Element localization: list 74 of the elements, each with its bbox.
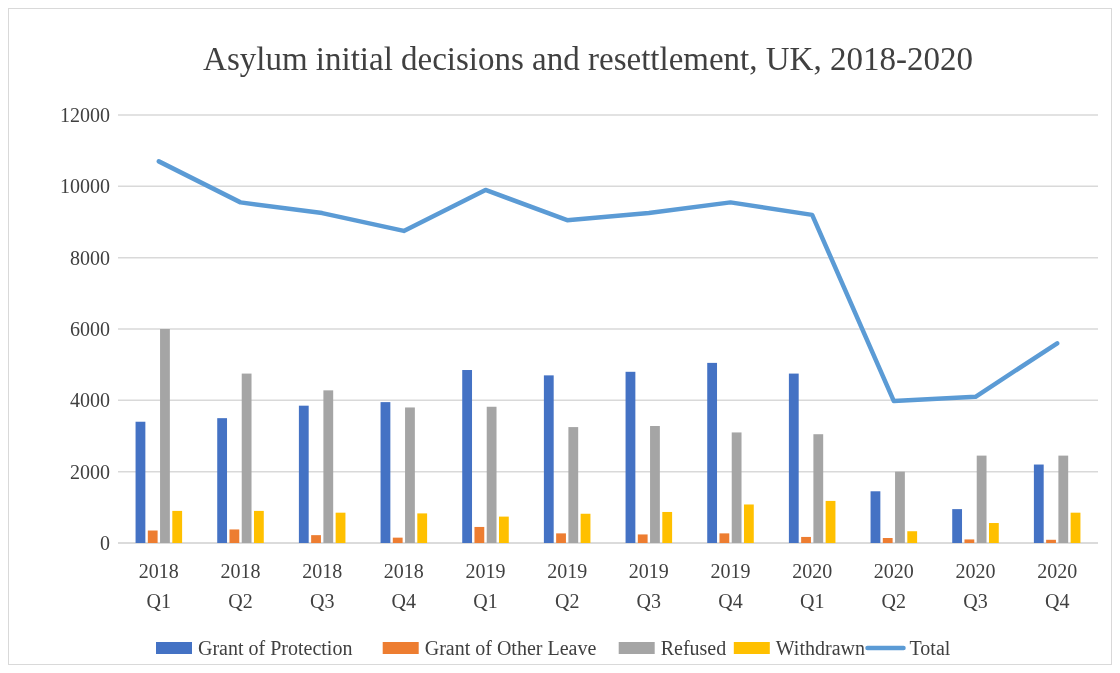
bar: [895, 471, 905, 543]
legend-label: Grant of Protection: [198, 637, 353, 659]
bar: [1046, 539, 1056, 543]
bar: [568, 427, 579, 543]
y-tick-label: 10000: [60, 175, 110, 198]
bar: [952, 509, 963, 543]
bar: [253, 510, 264, 543]
bar: [172, 510, 183, 543]
bar: [988, 523, 999, 543]
y-tick-label: 4000: [70, 389, 110, 412]
y-tick-label: 6000: [70, 318, 110, 340]
bar: [637, 534, 648, 543]
bar: [580, 513, 591, 543]
x-tick-label: 2018 Q2: [220, 560, 261, 612]
x-tick-label: 2018 Q3: [302, 560, 343, 612]
x-tick-label: 2019 Q3: [628, 560, 669, 612]
bar: [217, 418, 228, 543]
bar: [731, 432, 742, 543]
bar: [825, 500, 836, 543]
x-tick-label: 2019 Q4: [710, 560, 751, 612]
bar: [498, 516, 509, 543]
bar: [462, 370, 473, 543]
bar: [743, 504, 754, 543]
bar: [650, 426, 660, 543]
legend-label: Grant of Other Leave: [424, 637, 597, 659]
x-tick-label: 2020 Q4: [1037, 560, 1078, 612]
y-tick-label: 12000: [60, 104, 110, 126]
bar: [160, 329, 170, 543]
bar: [882, 538, 893, 543]
bar: [335, 512, 346, 543]
bar: [707, 362, 718, 543]
bar: [556, 533, 566, 543]
bar: [311, 535, 321, 543]
legend-label: Withdrawn: [775, 637, 865, 659]
x-tick-label: 2020 Q1: [792, 560, 833, 612]
bar: [719, 533, 730, 543]
bar: [323, 390, 334, 543]
bar: [298, 405, 309, 543]
bar: [474, 526, 485, 543]
bar: [907, 531, 918, 543]
bar: [229, 529, 240, 543]
bar: [1033, 464, 1044, 543]
legend-label: Total: [909, 637, 951, 659]
bar: [625, 371, 636, 543]
y-tick-label: 0: [100, 532, 110, 554]
x-tick-label: 2018 Q1: [138, 560, 179, 612]
bar: [405, 407, 415, 543]
bar: [486, 406, 497, 543]
bar: [1070, 512, 1081, 543]
bar: [380, 402, 391, 543]
x-tick-label: 2018 Q4: [383, 560, 424, 612]
x-tick-label: 2020 Q3: [955, 560, 996, 612]
bar: [788, 373, 799, 543]
bar: [964, 539, 975, 543]
y-tick-label: 8000: [70, 246, 110, 269]
x-tick-label: 2019 Q2: [547, 560, 588, 612]
x-tick-label: 2020 Q2: [873, 560, 914, 612]
bar: [662, 511, 673, 543]
line-series: [156, 159, 1060, 404]
bar: [870, 491, 881, 543]
y-tick-label: 2000: [70, 460, 110, 483]
bar: [135, 421, 146, 543]
bar: [976, 455, 987, 543]
bar: [1058, 455, 1069, 543]
x-tick-label: 2019 Q1: [465, 560, 506, 612]
bar: [241, 373, 252, 543]
bar: [392, 537, 403, 543]
bar: [147, 530, 158, 543]
bar: [543, 375, 554, 543]
legend-label: Refused: [660, 637, 727, 659]
bar: [417, 513, 428, 543]
bar: [813, 434, 824, 543]
bar: [801, 536, 811, 543]
chart-title: Asylum initial decisions and resettlement, UK, 2018-2020: [203, 41, 973, 77]
